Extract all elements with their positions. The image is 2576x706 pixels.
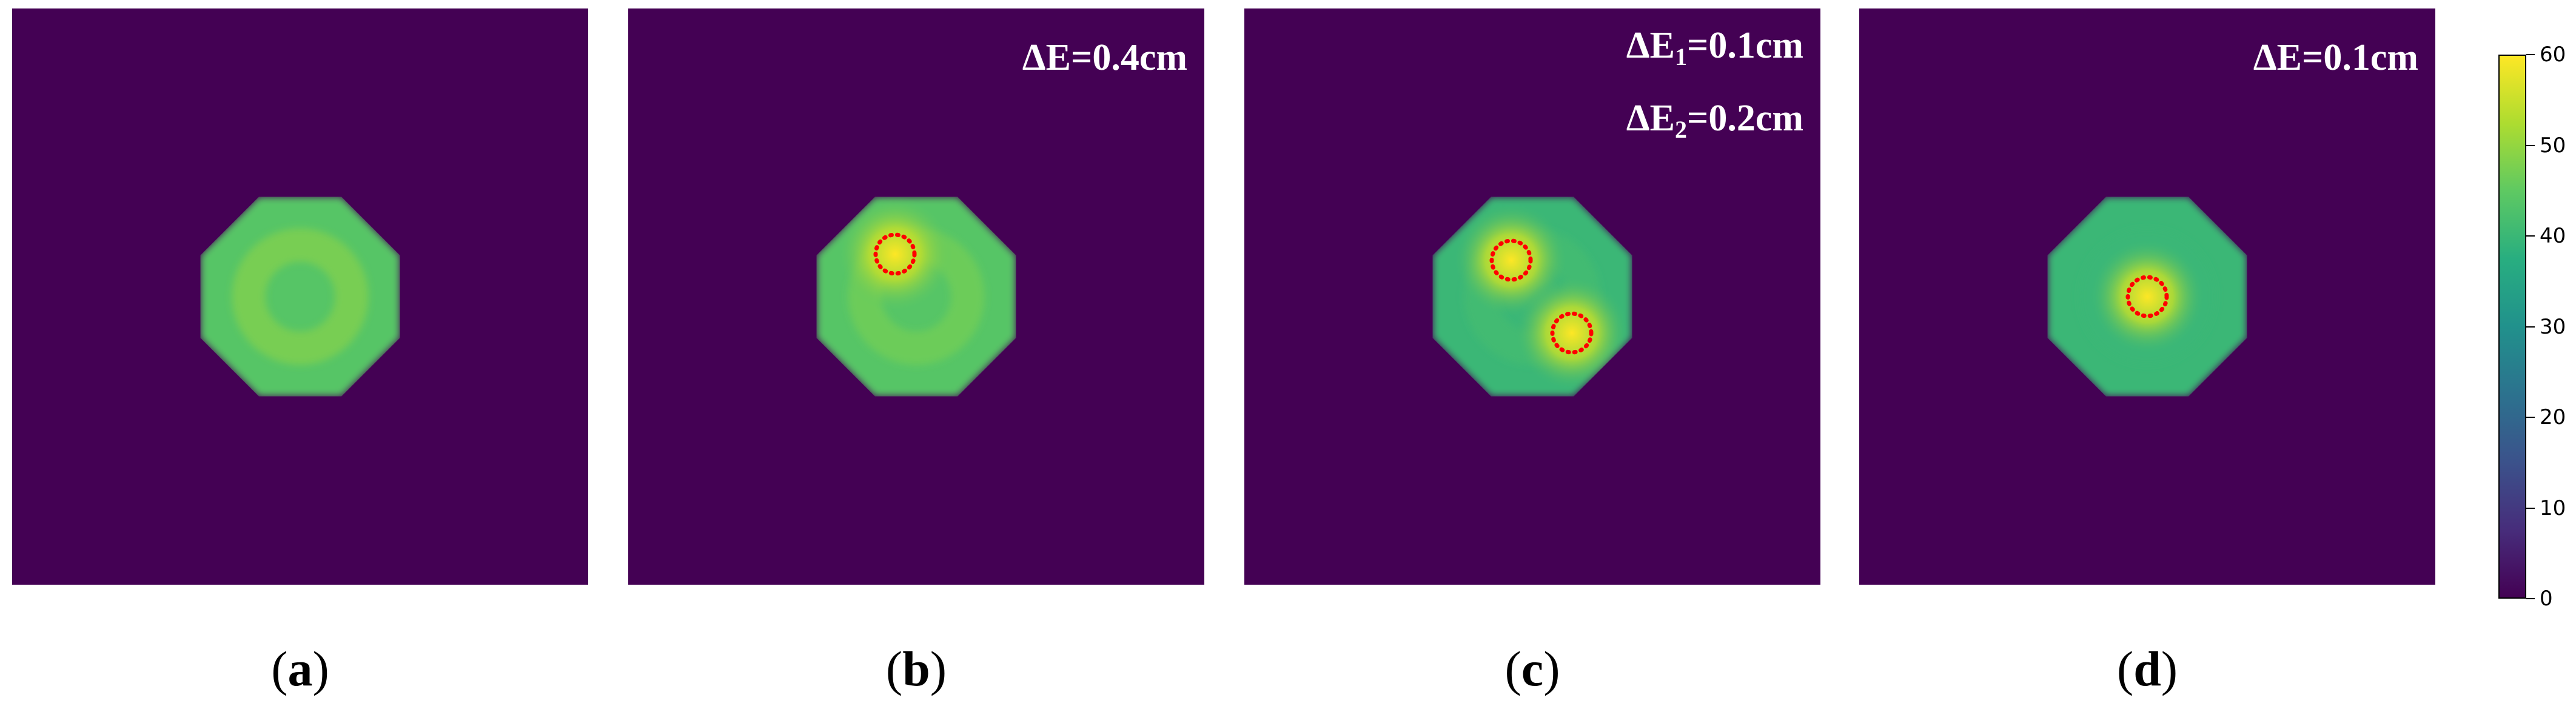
annotation-value: =0.2cm — [1687, 98, 1803, 139]
field-region — [816, 197, 1016, 397]
colorbar-tick-label: 30 — [2540, 314, 2566, 339]
colorbar-tick — [2526, 417, 2535, 418]
colorbar-tick — [2526, 54, 2535, 55]
annotation-value: =0.1cm — [1687, 25, 1803, 66]
colorbar-tick-label: 40 — [2540, 224, 2566, 248]
annotation-delta-e1: ΔE1=0.1cm — [1626, 27, 1803, 69]
heatmap-b — [628, 8, 1204, 585]
panel-c: ΔE1=0.1cm ΔE2=0.2cm — [1244, 8, 1820, 585]
colorbar-tick-label: 10 — [2540, 496, 2566, 520]
field-body — [200, 197, 400, 397]
caption-d: (d) — [2116, 641, 2178, 696]
annotation-value: =0.1cm — [2302, 37, 2418, 78]
marked-region-circle — [1489, 238, 1533, 282]
caption-letter: b — [902, 641, 930, 696]
colorbar-tick-label: 50 — [2540, 133, 2566, 158]
annotation-delta-e: ΔE=0.4cm — [1022, 39, 1187, 76]
field-hotspot — [837, 197, 953, 312]
marked-region-circle — [873, 232, 917, 276]
heatmap-d — [1859, 8, 2435, 585]
colorbar-tick — [2526, 144, 2535, 146]
colorbar-tick-label: 60 — [2540, 42, 2566, 67]
colorbar-tick — [2526, 235, 2535, 237]
caption-c: (c) — [1504, 641, 1560, 696]
colorbar — [2498, 55, 2526, 599]
colorbar-tick — [2526, 507, 2535, 509]
field-ring — [232, 228, 369, 365]
field-region — [2047, 197, 2247, 397]
colorbar-tick — [2526, 326, 2535, 328]
marked-region-circle — [2125, 275, 2169, 318]
annotation-prefix: ΔE — [2253, 37, 2302, 78]
marked-region-circle — [1550, 311, 1594, 355]
colorbar-tick-label: 20 — [2540, 405, 2566, 429]
colorbar-tick-label: 0 — [2540, 587, 2553, 611]
caption-letter: a — [287, 641, 313, 696]
field-hotspot — [1514, 275, 1629, 391]
annotation-prefix: ΔE — [1022, 37, 1071, 78]
field-region — [200, 197, 400, 397]
field-hotspot — [2090, 239, 2205, 354]
annotation-subscript: 2 — [1675, 116, 1687, 143]
annotation-delta-e2: ΔE2=0.2cm — [1626, 99, 1803, 142]
heatmap-a — [12, 8, 588, 585]
heatmap-c — [1244, 8, 1820, 585]
colorbar-tick — [2526, 598, 2535, 599]
panel-d: ΔE=0.1cm — [1859, 8, 2435, 585]
annotation-prefix: ΔE — [1626, 98, 1675, 139]
caption-a: (a) — [271, 641, 329, 696]
caption-letter: d — [2133, 641, 2161, 696]
caption-b: (b) — [885, 641, 947, 696]
annotation-value: =0.4cm — [1071, 37, 1187, 78]
panel-a — [12, 8, 588, 585]
caption-letter: c — [1521, 641, 1544, 696]
panel-b: ΔE=0.4cm — [628, 8, 1204, 585]
annotation-prefix: ΔE — [1626, 25, 1675, 66]
annotation-subscript: 1 — [1675, 43, 1687, 70]
field-region — [1432, 197, 1632, 397]
annotation-delta-e: ΔE=0.1cm — [2253, 39, 2418, 76]
